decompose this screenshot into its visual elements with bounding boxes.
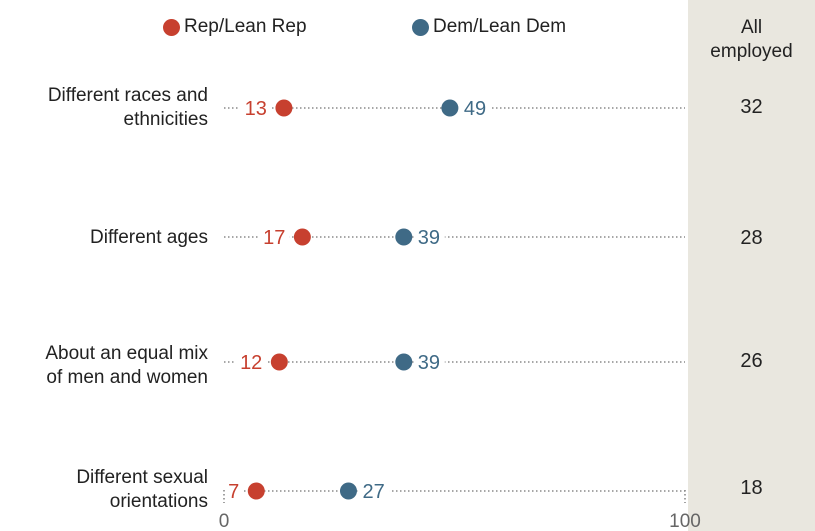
dem-value-label: 39 (418, 227, 440, 249)
value-label-background (413, 225, 445, 249)
legend-item-rep: Rep/Lean Rep (163, 16, 307, 38)
rep-value-label: 13 (245, 98, 267, 120)
all-employed-value-ages: 28 (740, 227, 763, 249)
category-label-gender-mix: About an equal mix of men and women (45, 343, 208, 388)
x-tick-label: 100 (669, 511, 701, 531)
all-employed-value-races: 32 (740, 96, 763, 118)
rep-legend-label: Rep/Lean Rep (184, 16, 307, 37)
category-label-sexual-orientation: Different sexual orientations (76, 467, 208, 512)
rep-value-label: 7 (228, 481, 239, 503)
dem-dot (339, 482, 357, 500)
all-employed-value-sexual-orientation: 18 (740, 477, 763, 499)
value-label-background (223, 479, 244, 503)
all-employed-header: All employed (710, 17, 793, 62)
dem-value-label: 27 (362, 481, 384, 503)
rep-dot (247, 482, 265, 500)
category-label-races: Different races and ethnicities (47, 85, 208, 130)
rep-value-label: 12 (240, 352, 262, 374)
category-label-ages: Different ages (90, 227, 208, 248)
rep-dot (293, 228, 311, 246)
dem-dot (441, 99, 459, 117)
rep-legend-dot (163, 18, 180, 36)
all-employed-column (688, 0, 815, 531)
dem-legend-label: Dem/Lean Dem (433, 16, 567, 37)
value-label-background (258, 225, 290, 249)
value-label-background (235, 350, 267, 374)
value-label-background (459, 96, 491, 120)
x-tick-label: 0 (219, 511, 230, 531)
value-label-background (239, 96, 271, 120)
value-label-background (413, 350, 445, 374)
dem-value-label: 49 (464, 98, 486, 120)
dem-dot (395, 353, 413, 371)
legend-item-dem: Dem/Lean Dem (412, 16, 566, 38)
dem-value-label: 39 (418, 352, 440, 374)
rep-dot (275, 99, 293, 117)
dem-dot (395, 228, 413, 246)
all-employed-value-gender-mix: 26 (740, 350, 763, 372)
value-label-background (358, 479, 390, 503)
rep-dot (270, 353, 288, 371)
dem-legend-dot (412, 18, 429, 36)
rep-value-label: 17 (263, 227, 285, 249)
